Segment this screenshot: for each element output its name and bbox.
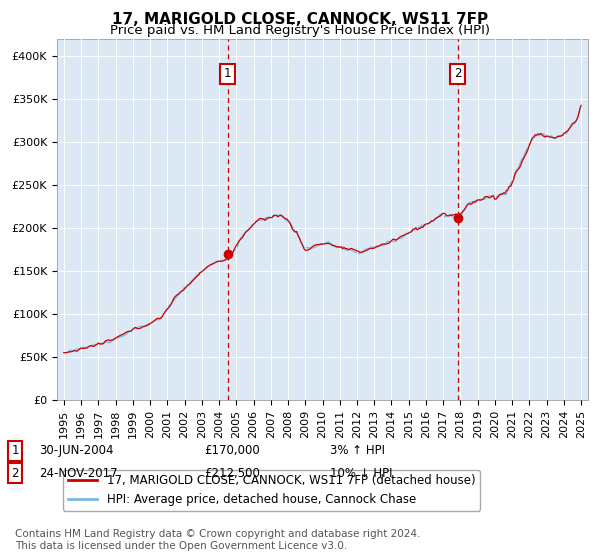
Text: 2: 2 xyxy=(454,67,461,80)
Text: 30-JUN-2004: 30-JUN-2004 xyxy=(39,444,113,458)
Text: 1: 1 xyxy=(11,444,19,458)
Text: 10% ↓ HPI: 10% ↓ HPI xyxy=(330,466,392,480)
Text: 3% ↑ HPI: 3% ↑ HPI xyxy=(330,444,385,458)
Text: 24-NOV-2017: 24-NOV-2017 xyxy=(39,466,118,480)
Text: 2: 2 xyxy=(11,466,19,480)
Text: 1: 1 xyxy=(224,67,232,80)
Text: £212,500: £212,500 xyxy=(204,466,260,480)
Bar xyxy=(227,39,458,400)
Text: Contains HM Land Registry data © Crown copyright and database right 2024.
This d: Contains HM Land Registry data © Crown c… xyxy=(15,529,421,551)
Text: 17, MARIGOLD CLOSE, CANNOCK, WS11 7FP: 17, MARIGOLD CLOSE, CANNOCK, WS11 7FP xyxy=(112,12,488,27)
Text: Price paid vs. HM Land Registry's House Price Index (HPI): Price paid vs. HM Land Registry's House … xyxy=(110,24,490,37)
Text: £170,000: £170,000 xyxy=(204,444,260,458)
Legend: 17, MARIGOLD CLOSE, CANNOCK, WS11 7FP (detached house), HPI: Average price, deta: 17, MARIGOLD CLOSE, CANNOCK, WS11 7FP (d… xyxy=(63,469,480,511)
